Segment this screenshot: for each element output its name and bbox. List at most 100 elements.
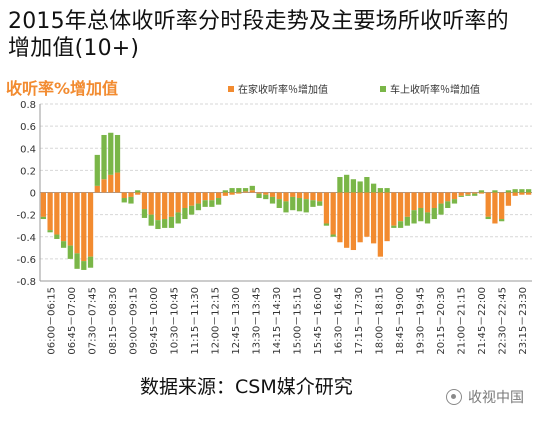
bar-home-71 xyxy=(519,192,525,195)
x-tick-label: 23:15－23:30 xyxy=(518,287,529,355)
bar-car-22 xyxy=(189,205,195,215)
watermark: 收视中国 xyxy=(446,387,524,407)
bar-car-56 xyxy=(418,207,424,222)
bar-home-10 xyxy=(108,174,114,193)
bar-car-59 xyxy=(438,203,444,215)
bar-home-28 xyxy=(229,192,235,195)
bar-car-69 xyxy=(505,190,512,193)
bar-home-7 xyxy=(87,192,94,257)
bar-car-11 xyxy=(114,134,121,173)
bar-home-53 xyxy=(397,192,404,222)
bar-home-35 xyxy=(276,192,282,200)
bar-car-65 xyxy=(478,190,485,193)
bar-home-29 xyxy=(236,192,242,194)
bar-home-21 xyxy=(182,192,188,208)
bar-car-62 xyxy=(458,195,464,197)
bar-car-52 xyxy=(391,225,397,228)
bar-car-60 xyxy=(445,201,451,208)
bar-home-44 xyxy=(337,192,343,243)
bar-car-33 xyxy=(263,194,269,200)
bar-home-3 xyxy=(60,192,67,242)
bar-home-18 xyxy=(162,192,168,220)
bar-home-8 xyxy=(94,185,100,193)
bar-home-40 xyxy=(310,192,316,201)
y-tick-label: 0.6 xyxy=(20,122,36,133)
y-tick-label: 0 xyxy=(30,189,36,200)
bar-car-41 xyxy=(317,201,323,206)
bar-home-50 xyxy=(377,192,383,257)
bar-home-48 xyxy=(364,192,370,237)
bar-car-39 xyxy=(303,199,309,213)
bar-car-70 xyxy=(512,189,518,193)
bar-car-21 xyxy=(182,207,188,220)
bar-car-40 xyxy=(310,200,316,207)
bar-car-63 xyxy=(465,194,471,196)
bar-car-27 xyxy=(222,190,228,193)
bar-car-20 xyxy=(175,212,181,224)
bar-home-12 xyxy=(121,192,127,199)
y-tick-label: 0.2 xyxy=(20,166,36,177)
bar-home-11 xyxy=(114,172,121,193)
bar-home-0 xyxy=(40,192,46,217)
bar-home-34 xyxy=(269,192,276,197)
bar-car-66 xyxy=(485,216,491,220)
bar-car-47 xyxy=(357,181,363,193)
x-tick-label: 18:45－19:00 xyxy=(395,287,406,355)
bar-home-27 xyxy=(222,192,228,196)
bar-car-45 xyxy=(344,174,350,193)
bar-home-32 xyxy=(256,192,262,194)
bar-car-72 xyxy=(526,189,532,193)
legend-label-1: 在家收听率％增加值 xyxy=(238,83,328,96)
bar-car-64 xyxy=(472,193,478,196)
bar-home-36 xyxy=(283,192,289,202)
x-tick-label: 18:00－18:15 xyxy=(374,287,385,355)
page-title: 2015年总体收听率分时段走势及主要场所收听率的增加值(10+) xyxy=(8,9,509,61)
bar-home-26 xyxy=(215,192,222,199)
bar-home-65 xyxy=(478,192,485,194)
bar-car-4 xyxy=(67,245,73,259)
bar-home-45 xyxy=(344,192,350,248)
bar-home-15 xyxy=(141,192,148,210)
bar-home-30 xyxy=(242,191,249,193)
bar-car-29 xyxy=(236,188,242,193)
bar-home-46 xyxy=(350,192,357,251)
x-tick-label: 16:30－16:45 xyxy=(333,287,344,355)
x-tick-label: 08:15－08:30 xyxy=(108,287,119,355)
bar-car-44 xyxy=(337,177,343,193)
bar-home-39 xyxy=(303,192,309,200)
bar-home-20 xyxy=(175,192,181,213)
x-tick-label: 07:30－07:45 xyxy=(87,287,98,355)
x-tick-label: 14:15－14:30 xyxy=(272,287,283,355)
bar-home-4 xyxy=(67,192,73,246)
bar-home-62 xyxy=(458,192,464,196)
bar-home-52 xyxy=(391,192,397,226)
data-source-note: 数据来源：CSM媒介研究 xyxy=(140,376,353,398)
chart-panel-title: 收听率%增加值 xyxy=(6,79,118,98)
bar-home-56 xyxy=(418,192,424,208)
bar-car-10 xyxy=(108,132,114,175)
x-tick-label: 09:00－09:15 xyxy=(128,287,139,355)
bar-chart: 收听率%增加值 在家收听率％增加值 车上收听率％增加值 0.8 0.6 0.4 0.2 0 -0… xyxy=(0,76,538,366)
bar-home-17 xyxy=(155,192,161,221)
bar-car-71 xyxy=(519,189,525,193)
legend-swatch-1 xyxy=(228,86,234,92)
bar-car-42 xyxy=(323,223,330,226)
bar-car-55 xyxy=(411,210,417,224)
bar-home-61 xyxy=(451,192,458,200)
bar-home-70 xyxy=(512,192,518,196)
y-tick-label: -0.4 xyxy=(16,233,36,244)
bar-home-51 xyxy=(384,192,390,242)
bar-home-38 xyxy=(296,192,303,199)
bar-home-1 xyxy=(47,192,53,231)
bar-car-49 xyxy=(370,183,377,193)
bar-car-37 xyxy=(290,196,296,211)
x-tick-label: 19:30－19:45 xyxy=(415,287,426,355)
bar-car-12 xyxy=(121,198,127,203)
bar-home-13 xyxy=(128,192,134,197)
y-tick-label: 0.4 xyxy=(20,144,36,155)
x-tick-label: 06:00－06:15 xyxy=(46,287,57,355)
x-tick-label: 15:45－16:00 xyxy=(313,287,324,355)
y-tick-label: -0.6 xyxy=(16,255,36,266)
bar-car-67 xyxy=(492,190,498,193)
bar-car-7 xyxy=(87,256,94,268)
